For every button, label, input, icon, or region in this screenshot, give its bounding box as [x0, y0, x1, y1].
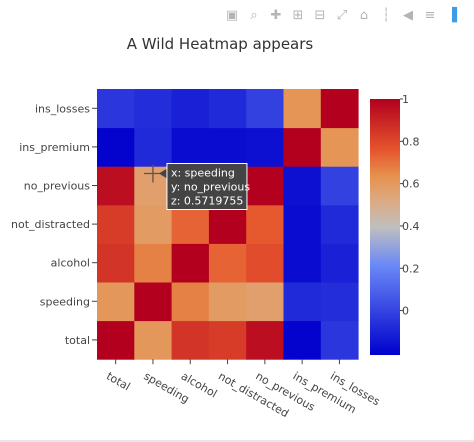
heatmap-cell[interactable]: [320, 127, 359, 167]
y-tick-label: ins_premium: [19, 141, 90, 154]
heatmap-cell[interactable]: [320, 243, 359, 283]
heatmap-cell[interactable]: [320, 204, 359, 244]
heatmap-cell[interactable]: [134, 282, 173, 322]
hover-closest-icon[interactable]: ◀: [403, 8, 413, 23]
heatmap-cell[interactable]: [208, 243, 247, 283]
heatmap-cell[interactable]: [134, 89, 173, 129]
x-axis-labels: total speedingalcoholnot_distractedno_pre…: [104, 359, 382, 420]
colorbar: [370, 99, 400, 355]
heatmap-cell[interactable]: [97, 204, 135, 244]
heatmap-cell[interactable]: [171, 127, 210, 167]
home-icon[interactable]: ⌂: [359, 8, 369, 23]
pan-icon[interactable]: ✚: [270, 8, 282, 23]
hover-compare-icon[interactable]: ≡: [424, 8, 436, 23]
heatmap-cells: [97, 89, 359, 360]
heatmap-cell[interactable]: [171, 320, 210, 360]
heatmap-cell[interactable]: [171, 204, 210, 244]
heatmap-cell[interactable]: [208, 320, 247, 360]
heatmap-cell[interactable]: [171, 89, 210, 129]
heatmap-cell[interactable]: [283, 166, 322, 206]
heatmap-cell[interactable]: [246, 243, 284, 283]
heatmap-cell[interactable]: [208, 204, 247, 244]
heatmap-cell[interactable]: [97, 320, 135, 360]
colorbar-ticks: 0 0.2 0.4 0.6 0.8 1: [400, 93, 420, 318]
colorbar-tick-label: 0.8: [402, 135, 420, 148]
heatmap-cell[interactable]: [283, 243, 322, 283]
heatmap-cell[interactable]: [283, 320, 322, 360]
zoom-out-icon[interactable]: ⊟: [314, 8, 326, 23]
heatmap-cell[interactable]: [134, 243, 173, 283]
colorbar-tick-label: 0.2: [402, 262, 420, 275]
y-tick-label: total: [65, 334, 90, 347]
tooltip-line-z: z: 0.5719755: [171, 195, 243, 208]
plotly-logo-icon[interactable]: ▐: [447, 8, 457, 23]
heatmap-cell[interactable]: [246, 282, 284, 322]
tooltip-pointer: [158, 168, 167, 179]
heatmap-cell[interactable]: [97, 89, 135, 129]
y-tick-label: no_previous: [24, 180, 91, 193]
y-tick-label: not_distracted: [11, 218, 90, 231]
heatmap-cell[interactable]: [320, 282, 359, 322]
heatmap-cell[interactable]: [97, 166, 135, 206]
heatmap-cell[interactable]: [246, 166, 284, 206]
heatmap-cell[interactable]: [320, 166, 359, 206]
heatmap-cell[interactable]: [283, 127, 322, 167]
heatmap-cell[interactable]: [283, 204, 322, 244]
tooltip-box: [166, 163, 248, 210]
heatmap-cell[interactable]: [246, 320, 284, 360]
heatmap-cell[interactable]: [246, 127, 284, 167]
spike-lines-icon[interactable]: ┆: [382, 8, 390, 23]
chart-title: A Wild Heatmap appears: [127, 35, 314, 53]
modebar: ▣ ⌕ ✚ ⊞ ⊟ ⤢ ⌂ ┆ ◀ ≡ ▐: [224, 6, 460, 26]
heatmap-cell[interactable]: [208, 127, 247, 167]
colorbar-tick-label: 0.6: [402, 178, 420, 191]
y-tick-label: alcohol: [51, 257, 90, 270]
heatmap-cell[interactable]: [171, 243, 210, 283]
y-tick-label: speeding: [40, 295, 90, 308]
heatmap-cell[interactable]: [134, 204, 173, 244]
heatmap-cell[interactable]: [320, 89, 359, 129]
zoom-icon[interactable]: ⌕: [250, 8, 258, 23]
colorbar-tick-label: 0.4: [402, 220, 420, 233]
colorbar-tick-label: 1: [402, 93, 409, 106]
autoscale-icon[interactable]: ⤢: [336, 8, 348, 23]
heatmap-cell[interactable]: [97, 127, 135, 167]
x-tick-label: total: [104, 370, 132, 394]
heatmap-cell[interactable]: [246, 204, 284, 244]
camera-icon[interactable]: ▣: [225, 8, 239, 23]
heatmap-cell[interactable]: [134, 320, 173, 360]
y-axis-labels: total speeding alcohol not_distracted no_pre…: [11, 102, 97, 347]
bottom-rule: [0, 440, 474, 442]
heatmap-cell[interactable]: [97, 282, 135, 322]
zoom-in-icon[interactable]: ⊞: [292, 8, 304, 23]
tooltip-line-y: y: no_previous: [171, 181, 250, 194]
heatmap-cell[interactable]: [246, 89, 284, 129]
heatmap-cell[interactable]: [208, 282, 247, 322]
heatmap-cell[interactable]: [97, 243, 135, 283]
y-tick-label: ins_losses: [35, 102, 90, 115]
heatmap-cell[interactable]: [208, 89, 247, 129]
heatmap-cell[interactable]: [283, 89, 322, 129]
colorbar-tick-label: 0: [402, 305, 409, 318]
heatmap-cell[interactable]: [134, 127, 173, 167]
tooltip-line-x: x: speeding: [171, 167, 235, 180]
heatmap-cell[interactable]: [171, 282, 210, 322]
heatmap-cell[interactable]: [283, 282, 322, 322]
heatmap-cell[interactable]: [320, 320, 359, 360]
